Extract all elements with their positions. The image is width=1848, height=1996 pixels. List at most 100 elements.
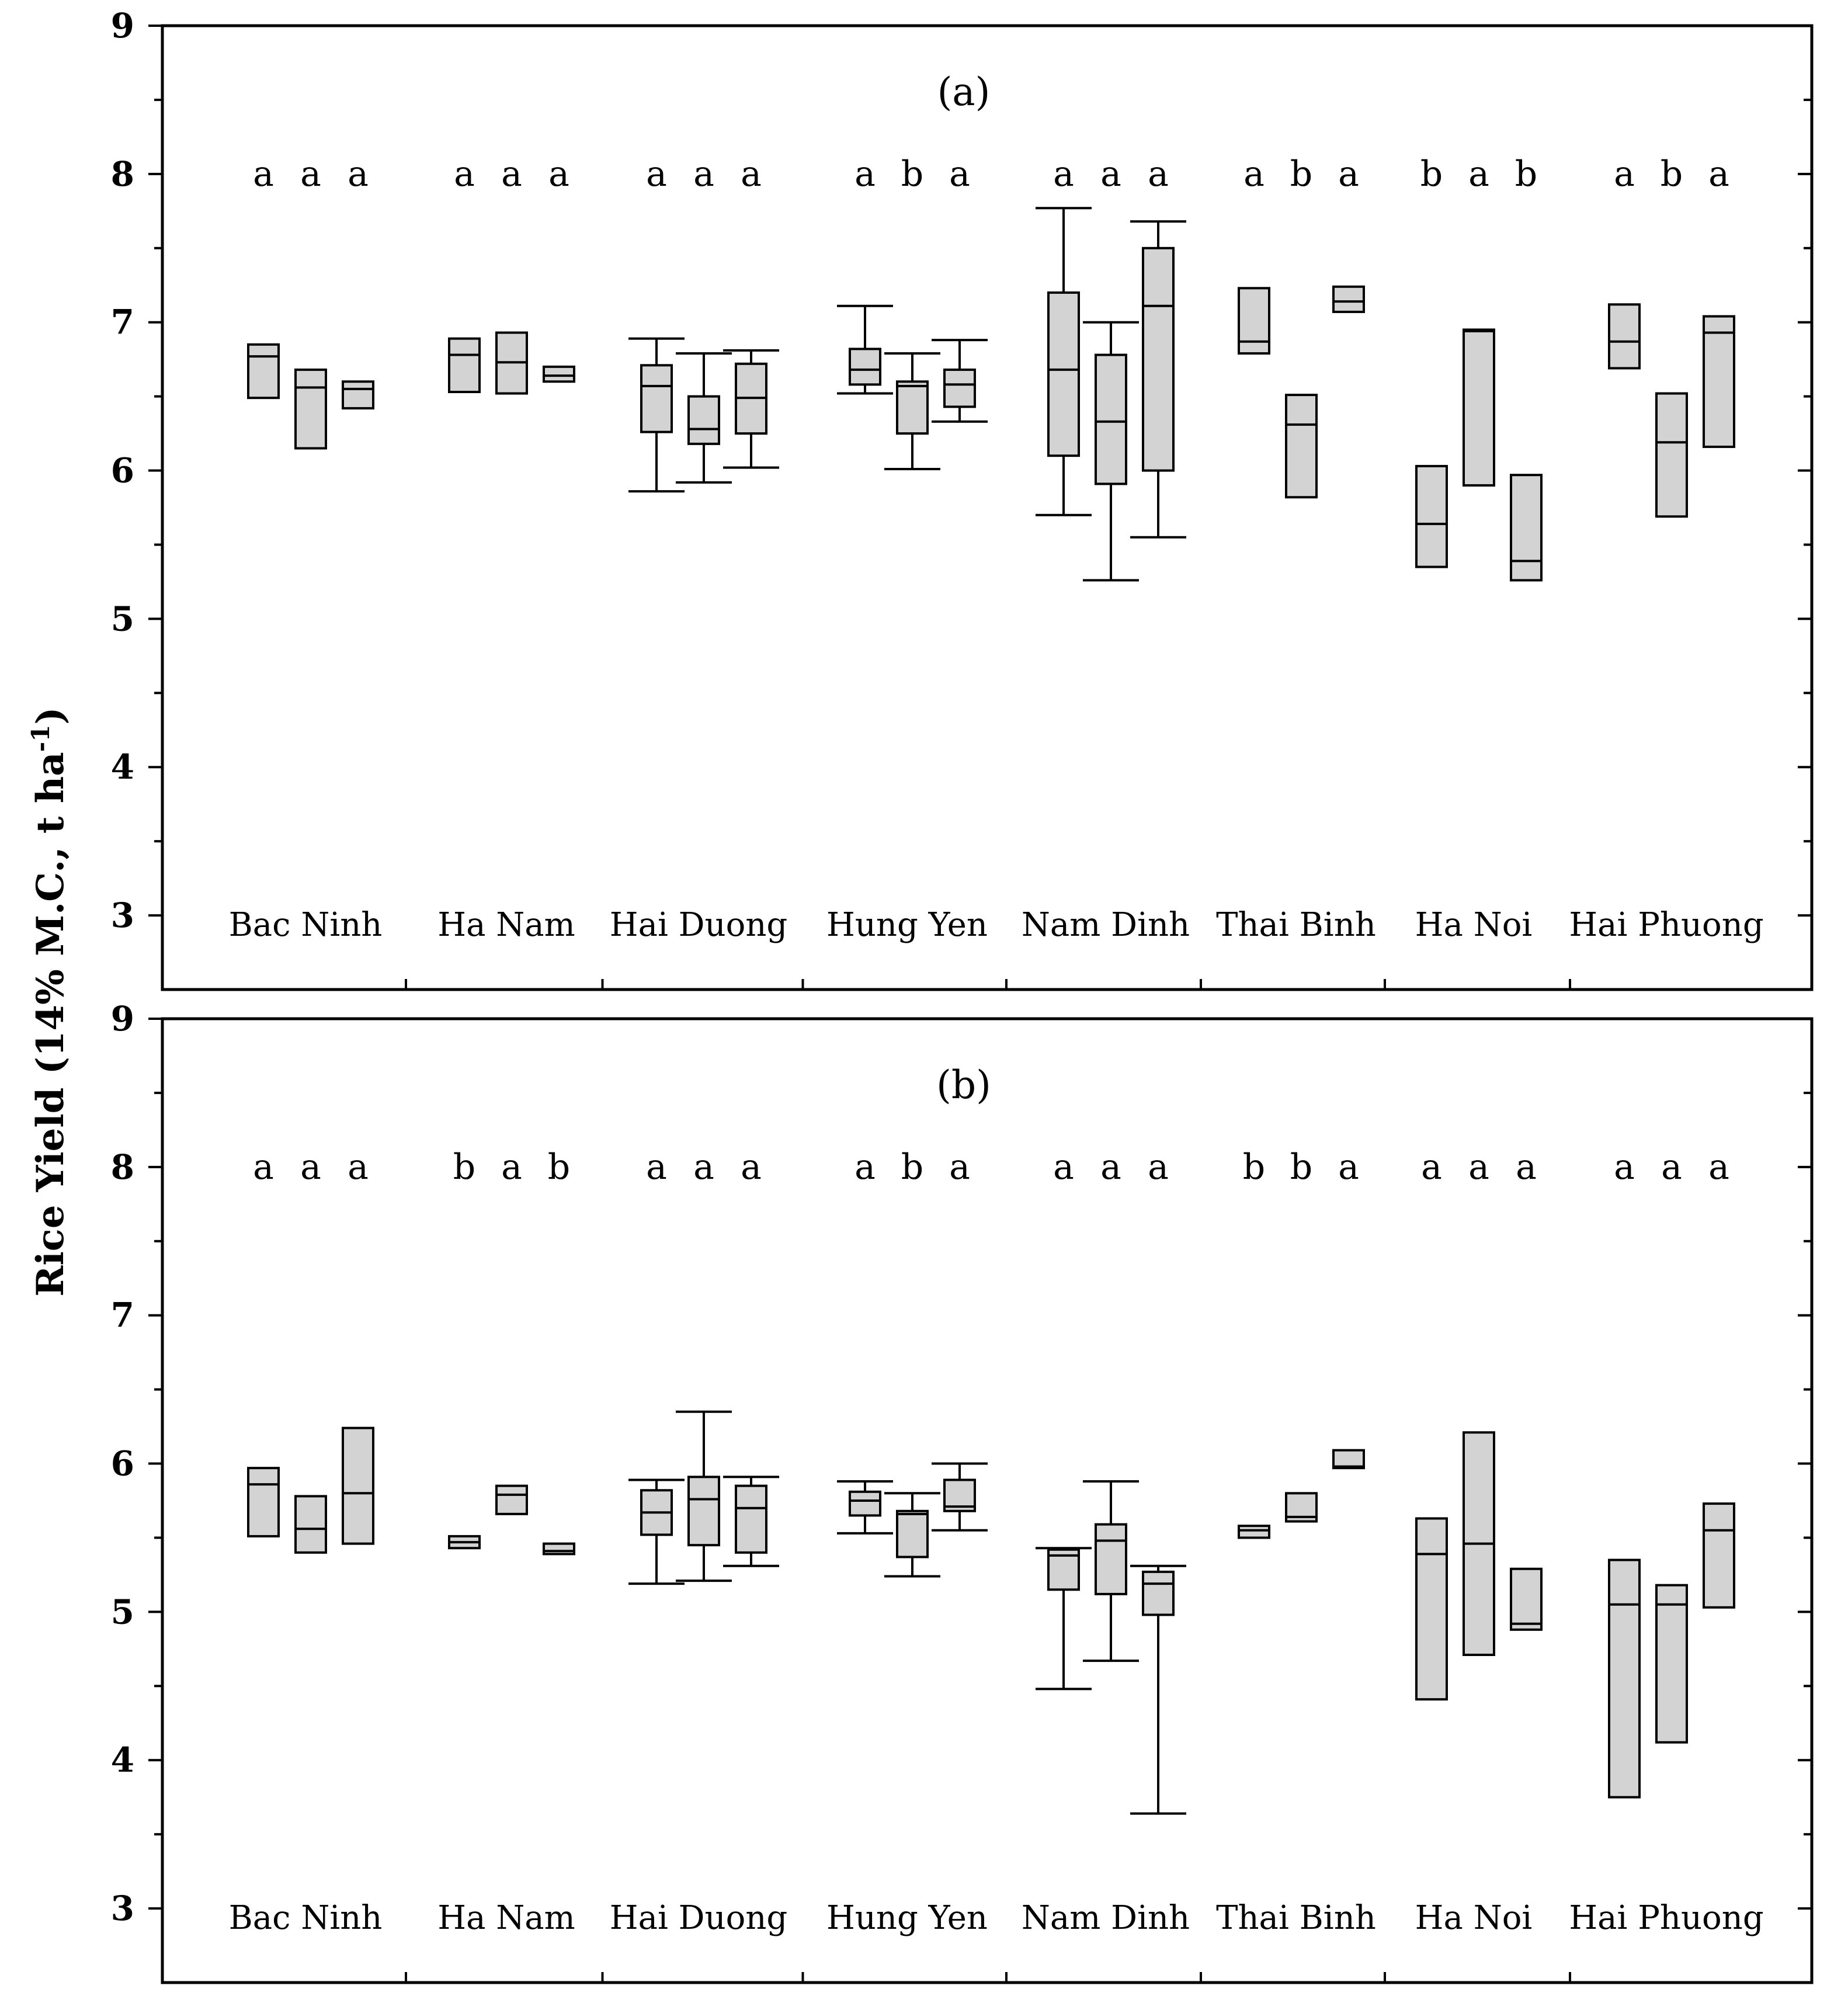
box bbox=[849, 348, 881, 386]
significance-letter: a bbox=[501, 1147, 522, 1188]
y-tick-label: 3 bbox=[111, 1889, 134, 1928]
province-label: Hai Duong bbox=[610, 1899, 788, 1937]
y-tick-label: 6 bbox=[111, 1444, 134, 1484]
box bbox=[849, 1490, 881, 1517]
y-axis-title: Rice Yield (14% M.C., t ha-1) bbox=[26, 707, 72, 1296]
box bbox=[1142, 1570, 1175, 1616]
plot-frame bbox=[161, 1017, 1814, 1984]
box bbox=[342, 380, 374, 409]
significance-letter: a bbox=[741, 1147, 762, 1188]
significance-letter: a bbox=[1468, 154, 1489, 195]
box bbox=[294, 1495, 327, 1554]
province-label: Ha Noi bbox=[1415, 906, 1533, 944]
significance-letter: a bbox=[253, 154, 274, 195]
box bbox=[543, 1542, 575, 1556]
significance-letter: a bbox=[348, 1147, 369, 1188]
box bbox=[495, 1484, 528, 1515]
significance-letter: a bbox=[1614, 1147, 1635, 1188]
significance-letter: a bbox=[1468, 1147, 1489, 1188]
significance-letter: b bbox=[1420, 154, 1443, 195]
significance-letter: a bbox=[1421, 1147, 1442, 1188]
significance-letter: a bbox=[854, 154, 876, 195]
province-label: Ha Noi bbox=[1415, 1899, 1533, 1937]
box bbox=[1095, 353, 1127, 485]
box bbox=[896, 380, 929, 435]
box bbox=[1703, 1502, 1735, 1609]
significance-letter: a bbox=[1516, 1147, 1537, 1188]
box bbox=[1047, 291, 1080, 457]
box bbox=[1332, 285, 1365, 313]
significance-letter: a bbox=[1148, 154, 1169, 195]
significance-letter: a bbox=[1614, 154, 1635, 195]
y-tick-label: 4 bbox=[111, 747, 134, 787]
box bbox=[687, 395, 720, 445]
box bbox=[896, 1509, 929, 1558]
significance-letter: b bbox=[548, 1147, 570, 1188]
y-tick-label: 9 bbox=[111, 999, 134, 1039]
province-label: Hung Yen bbox=[826, 1899, 988, 1937]
significance-letter: a bbox=[949, 154, 970, 195]
box bbox=[247, 1467, 280, 1537]
panel-label: (b) bbox=[936, 1063, 991, 1108]
significance-letter: a bbox=[1053, 154, 1074, 195]
province-label: Hai Phuong bbox=[1569, 1899, 1763, 1937]
significance-letter: a bbox=[253, 1147, 274, 1188]
province-label: Bac Ninh bbox=[229, 1899, 383, 1937]
province-label: Ha Nam bbox=[437, 1899, 575, 1937]
box bbox=[294, 368, 327, 450]
box bbox=[448, 337, 481, 393]
significance-letter: a bbox=[501, 154, 522, 195]
box bbox=[1703, 315, 1735, 448]
box bbox=[1142, 247, 1175, 472]
significance-letter: a bbox=[454, 154, 475, 195]
y-tick-label: 7 bbox=[111, 1296, 134, 1335]
box bbox=[1415, 1517, 1448, 1701]
significance-letter: a bbox=[693, 1147, 714, 1188]
significance-letter: b bbox=[1243, 1147, 1265, 1188]
significance-letter: a bbox=[548, 154, 569, 195]
significance-letter: b bbox=[1515, 154, 1537, 195]
y-tick-label: 8 bbox=[111, 1147, 134, 1187]
province-label: Hung Yen bbox=[826, 906, 988, 944]
box bbox=[1238, 1525, 1270, 1539]
box bbox=[943, 368, 976, 408]
y-tick-label: 4 bbox=[111, 1740, 134, 1780]
box bbox=[1608, 303, 1641, 370]
box bbox=[1655, 392, 1688, 518]
significance-letter: a bbox=[1338, 1147, 1359, 1188]
box bbox=[687, 1476, 720, 1547]
box bbox=[1510, 1567, 1543, 1631]
significance-letter: b bbox=[453, 1147, 475, 1188]
plot-frame bbox=[161, 24, 1814, 991]
province-group: Hai Phuong a b a bbox=[1569, 154, 1763, 944]
significance-letter: a bbox=[1053, 1147, 1074, 1188]
significance-letter: a bbox=[300, 1147, 321, 1188]
significance-letter: b bbox=[901, 154, 923, 195]
y-tick-label: 8 bbox=[111, 154, 134, 194]
box bbox=[543, 365, 575, 383]
box bbox=[1608, 1558, 1641, 1799]
significance-letter: a bbox=[1661, 1147, 1682, 1188]
y-tick-label: 5 bbox=[111, 599, 134, 638]
box bbox=[1285, 394, 1318, 499]
box bbox=[1238, 287, 1270, 355]
province-group: Thai Binh a b a bbox=[1216, 154, 1376, 944]
significance-letter: a bbox=[1338, 154, 1359, 195]
significance-letter: a bbox=[1708, 154, 1729, 195]
significance-letter: a bbox=[1243, 154, 1265, 195]
box bbox=[1095, 1523, 1127, 1595]
province-group: Ha Nam b a b bbox=[437, 1147, 575, 1937]
province-label: Hai Duong bbox=[610, 906, 788, 944]
box bbox=[342, 1426, 374, 1545]
significance-letter: a bbox=[1100, 154, 1121, 195]
province-label: Bac Ninh bbox=[229, 906, 383, 944]
box bbox=[1655, 1584, 1688, 1744]
